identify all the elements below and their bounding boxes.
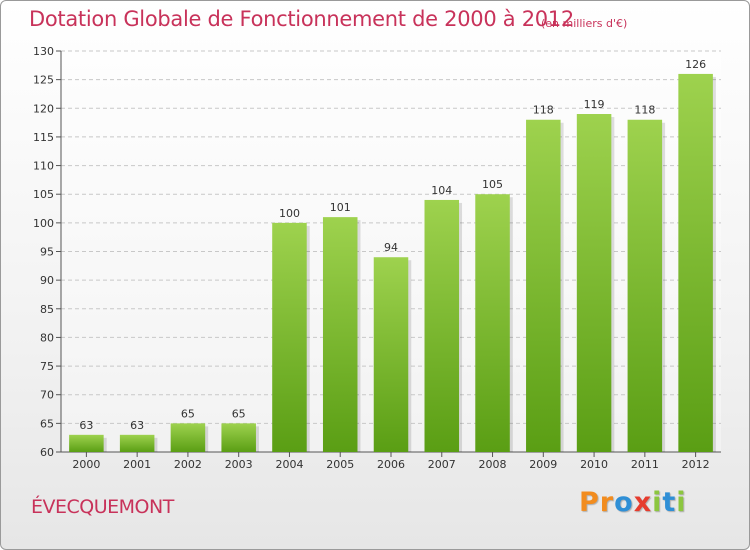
x-tick-label: 2009: [529, 458, 557, 471]
y-tick-label: 60: [40, 446, 54, 459]
x-tick-label: 2002: [174, 458, 202, 471]
bar: [373, 257, 409, 452]
bar: [272, 222, 307, 452]
y-tick-label: 65: [40, 417, 54, 430]
data-label: 100: [279, 207, 300, 220]
x-tick-label: 2003: [225, 458, 253, 471]
y-tick-label: 90: [40, 274, 54, 287]
data-label: 65: [181, 407, 195, 420]
data-label: 101: [330, 201, 351, 214]
bar: [424, 199, 460, 452]
bar: [475, 194, 510, 452]
logo-letter: o: [614, 487, 634, 518]
y-tick-label: 70: [40, 389, 54, 402]
data-label: 105: [482, 178, 503, 191]
y-tick-label: 85: [40, 303, 54, 316]
chart-subtitle: (en milliers d'€): [541, 17, 628, 30]
bar: [322, 217, 358, 452]
data-label: 63: [130, 419, 144, 432]
y-tick-label: 105: [33, 188, 54, 201]
data-label: 118: [634, 104, 655, 117]
y-tick-label: 75: [40, 360, 54, 373]
bar: [576, 114, 612, 452]
chart-title: Dotation Globale de Fonctionnement de 20…: [29, 7, 574, 31]
y-tick-label: 80: [40, 331, 54, 344]
y-tick-label: 95: [40, 246, 54, 259]
y-tick-label: 125: [33, 74, 54, 87]
x-tick-label: 2012: [682, 458, 710, 471]
x-tick-label: 2001: [123, 458, 151, 471]
data-label: 94: [384, 241, 398, 254]
x-tick-label: 2010: [580, 458, 608, 471]
bar: [627, 119, 663, 452]
data-label: 65: [232, 407, 246, 420]
y-tick-label: 120: [33, 102, 54, 115]
y-tick-label: 110: [33, 160, 54, 173]
bar: [170, 423, 206, 452]
logo-letter: i: [676, 487, 687, 518]
logo-letter: i: [652, 487, 663, 518]
logo-letter: t: [662, 487, 677, 518]
data-label: 104: [431, 184, 452, 197]
x-tick-label: 2011: [631, 458, 659, 471]
y-tick-label: 115: [33, 131, 54, 144]
x-tick-label: 2006: [377, 458, 405, 471]
x-tick-label: 2007: [428, 458, 456, 471]
bar: [526, 119, 561, 452]
data-label: 119: [584, 98, 605, 111]
x-tick-label: 2000: [72, 458, 100, 471]
bar: [69, 434, 104, 452]
x-tick-label: 2008: [479, 458, 507, 471]
bar: [678, 73, 713, 453]
logo-letter: x: [633, 487, 653, 518]
data-label: 126: [685, 58, 706, 71]
commune-name: ÉVECQUEMONT: [31, 496, 174, 518]
data-label: 63: [79, 419, 93, 432]
bar: [221, 423, 256, 452]
data-label: 118: [533, 104, 554, 117]
y-tick-label: 130: [33, 45, 54, 58]
bar: [119, 434, 155, 452]
x-tick-label: 2004: [275, 458, 303, 471]
proxiti-logo: Proxiti: [579, 487, 687, 518]
logo-letter: r: [599, 487, 615, 518]
logo-letter: P: [579, 487, 600, 518]
x-tick-label: 2005: [326, 458, 354, 471]
y-tick-label: 100: [33, 217, 54, 230]
